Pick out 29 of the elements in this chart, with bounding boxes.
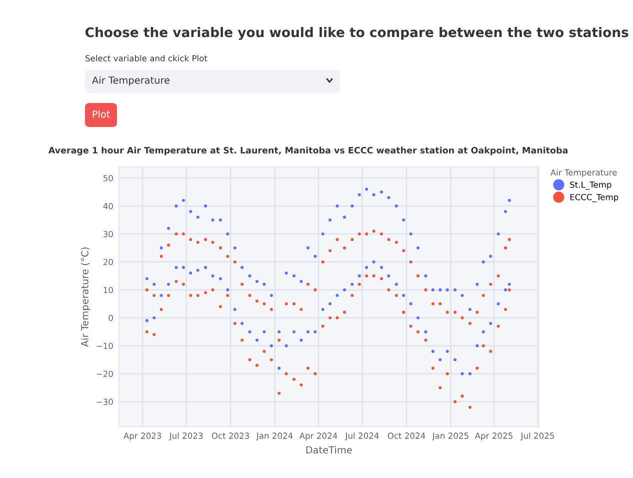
x-tick-label: Oct 2024 (388, 432, 426, 439)
legend-title: Air Temperature (550, 169, 617, 178)
y-tick-label: −10 (96, 342, 113, 350)
x-axis-title: DateTime (306, 446, 352, 454)
text: Plot (92, 110, 110, 118)
chart-subtitle: Average 1 hour Air Temperature at St. Laurent, Manitoba vs ECCC weather station at Oakpoint, Manitoba (48, 146, 568, 156)
y-tick-label: 20 (103, 258, 113, 266)
y-tick-label: −30 (96, 398, 113, 405)
y-tick-label: −20 (96, 370, 113, 378)
x-tick-label: Apr 2025 (474, 432, 512, 440)
x-tick-label: Apr 2024 (299, 432, 338, 440)
legend-label: St.L_Temp (570, 182, 612, 190)
y-tick-label: 40 (103, 202, 113, 210)
legend-label: ECCC_Temp (570, 194, 618, 202)
x-tick-label: Jul 2025 (520, 432, 554, 440)
x-tick-label: Jul 2024 (344, 432, 379, 440)
x-tick-label: Oct 2023 (212, 432, 249, 439)
y-tick-label: 10 (104, 286, 113, 294)
y-tick-label: 50 (103, 174, 113, 182)
y-tick-label: 30 (103, 230, 113, 238)
text: Air Temperature (92, 76, 170, 86)
x-tick-label: Jul 2023 (168, 432, 203, 440)
y-tick-label: 0 (108, 314, 113, 322)
x-tick-label: Jan 2025 (432, 432, 468, 440)
x-tick-label: Apr 2023 (123, 432, 162, 440)
y-axis-title: Air Temperature (°C) (80, 248, 90, 347)
chart-title: Choose the variable you would like to compare between the two stations (85, 27, 628, 40)
text: Select variable and ckick Plot (86, 54, 208, 62)
x-tick-label: Jan 2024 (256, 432, 293, 440)
